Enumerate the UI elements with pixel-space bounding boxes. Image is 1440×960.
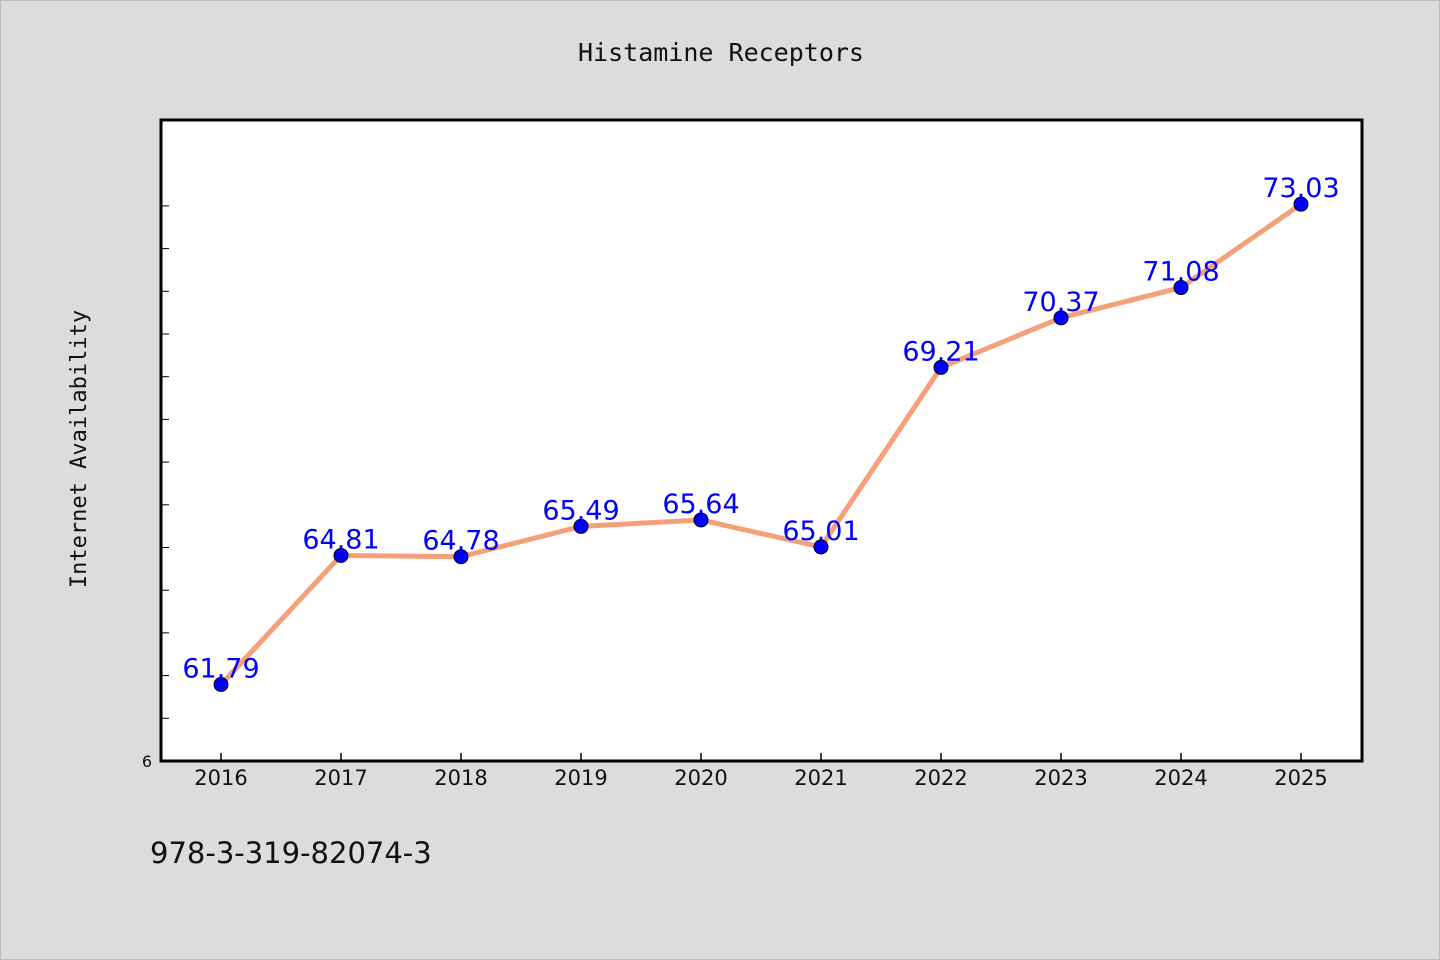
data-point [933,359,949,375]
y-axis-label: Internet Availability [67,310,92,588]
x-tick-label: 2025 [1274,766,1327,790]
data-point [333,547,349,563]
data-labels: 61.79 64.81 64.78 65.49 65.64 65.01 69.21 70.37… [182,173,1339,684]
x-tick-label: 2018 [434,766,487,790]
data-label: 64.78 [422,526,499,557]
data-label: 65.49 [542,495,619,526]
data-label: 64.81 [302,524,379,555]
data-point [213,677,229,693]
x-tick-label: 2019 [554,766,607,790]
x-tick-label: 2022 [914,766,967,790]
data-label: 61.79 [182,654,259,685]
data-point [1053,310,1069,326]
chart-title: Histamine Receptors [578,38,864,67]
x-tick-label: 2016 [194,766,247,790]
data-point [573,518,589,534]
x-tick-label: 2024 [1154,766,1207,790]
x-tick-label: 2020 [674,766,727,790]
data-point [453,549,469,565]
data-point [1293,196,1309,212]
series-line [218,201,1304,688]
data-label: 71.08 [1142,257,1219,288]
footer-identifier: 978-3-319-82074-3 [150,836,432,870]
data-label: 65.01 [782,516,859,547]
data-label: 70.37 [1022,287,1099,318]
y-axis-tick-label: 6 [142,752,152,771]
y-axis-ticks [161,205,169,762]
data-point [1173,280,1189,296]
data-point [693,512,709,528]
data-label: 69.21 [902,336,979,367]
data-points [213,196,1309,693]
x-tick-label: 2017 [314,766,367,790]
data-label: 65.64 [662,489,739,520]
plot-area [159,118,1364,763]
x-tick-label: 2021 [794,766,847,790]
x-axis: 2016 2017 2018 2019 2020 2021 2022 2023 2024 2025 [194,753,1328,790]
x-tick-label: 2023 [1034,766,1087,790]
data-label: 73.03 [1262,173,1339,204]
data-point [813,539,829,555]
